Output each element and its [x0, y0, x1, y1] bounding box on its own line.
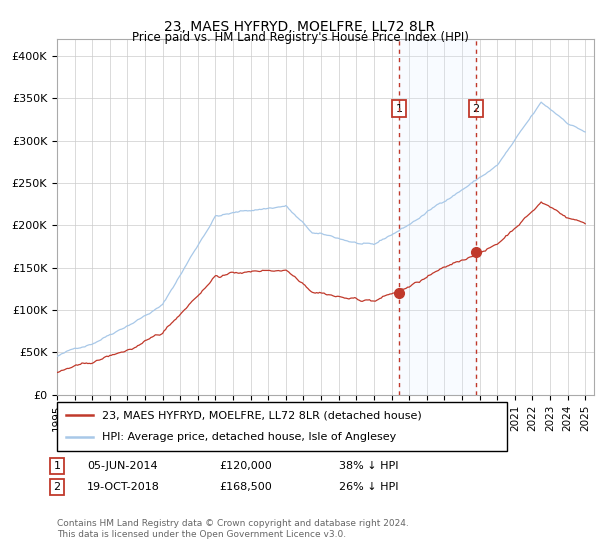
Text: £168,500: £168,500 [219, 482, 272, 492]
Text: 05-JUN-2014: 05-JUN-2014 [87, 461, 158, 471]
Text: 23, MAES HYFRYD, MOELFRE, LL72 8LR: 23, MAES HYFRYD, MOELFRE, LL72 8LR [164, 20, 436, 34]
Text: £120,000: £120,000 [219, 461, 272, 471]
Text: 1: 1 [395, 104, 403, 114]
Bar [399, 39, 476, 395]
Text: 2: 2 [472, 104, 479, 114]
FancyBboxPatch shape [57, 402, 507, 451]
Text: HPI: Average price, detached house, Isle of Anglesey: HPI: Average price, detached house, Isle… [102, 432, 396, 442]
Text: Contains HM Land Registry data © Crown copyright and database right 2024.
This d: Contains HM Land Registry data © Crown c… [57, 520, 409, 539]
Text: 1: 1 [53, 461, 61, 471]
Text: 26% ↓ HPI: 26% ↓ HPI [339, 482, 398, 492]
Text: 38% ↓ HPI: 38% ↓ HPI [339, 461, 398, 471]
Text: Price paid vs. HM Land Registry's House Price Index (HPI): Price paid vs. HM Land Registry's House … [131, 31, 469, 44]
Text: 19-OCT-2018: 19-OCT-2018 [87, 482, 160, 492]
Text: 23, MAES HYFRYD, MOELFRE, LL72 8LR (detached house): 23, MAES HYFRYD, MOELFRE, LL72 8LR (deta… [102, 410, 422, 421]
Text: 2: 2 [53, 482, 61, 492]
